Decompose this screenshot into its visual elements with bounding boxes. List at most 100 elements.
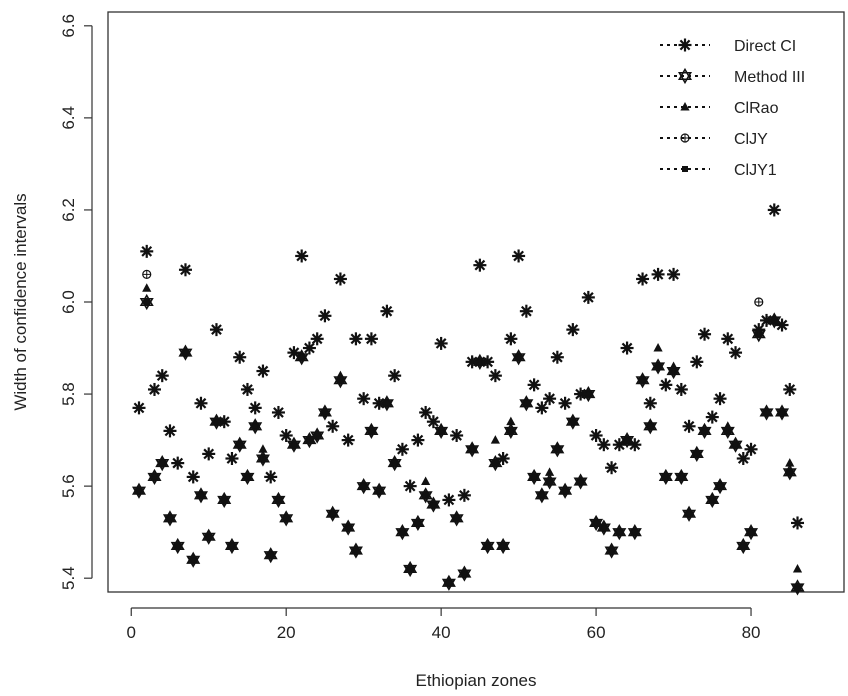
point-asterisk [411,433,425,447]
point-asterisk [775,318,789,332]
point-asterisk [628,438,642,452]
point-star-of-david [581,385,596,403]
point-asterisk [636,272,650,286]
point-star-of-david [620,431,635,449]
point-circle [754,297,764,307]
point-star-of-david [356,478,371,495]
point-asterisk [240,382,254,396]
x-tick-label: 20 [277,623,296,642]
point-asterisk [612,438,626,452]
point-star-of-david [643,418,658,435]
point-asterisk [791,516,805,530]
point-asterisk [395,442,409,456]
legend-label: Direct CI [734,38,796,55]
point-asterisk [481,355,495,369]
y-tick-label: 6.6 [59,14,78,38]
point-star-of-david [201,528,216,545]
point-asterisk [558,396,572,410]
point-asterisk [690,355,704,369]
point-asterisk [233,350,247,364]
point-star-of-david [441,574,456,591]
point-asterisk [163,424,177,438]
point-star-of-david [519,395,534,412]
point-star-of-david [224,537,239,555]
point-star-of-david [279,510,294,527]
point-star-of-david [465,441,480,458]
point-star-of-david [418,487,433,504]
point-asterisk [171,456,185,470]
point-star-of-david [689,445,704,463]
point-star-of-david [155,455,170,472]
point-star-of-david [666,362,681,380]
point-asterisk [651,267,665,281]
point-asterisk [597,438,611,452]
point-asterisk [140,244,154,258]
point-triangle [653,343,663,352]
point-asterisk [543,392,557,406]
point-asterisk [465,355,479,369]
point-star-of-david [573,473,588,490]
point-star-of-david [286,436,301,453]
point-triangle [506,416,516,426]
y-tick-label: 5.8 [59,382,78,406]
point-star-of-david [232,436,247,453]
point-star-of-david [542,473,557,490]
point-asterisk [767,203,781,217]
point-star-of-david [488,455,503,472]
point-asterisk [550,350,564,364]
point-asterisk [705,410,719,424]
point-star-of-david [348,542,363,559]
point-star-of-david [496,537,511,555]
point-asterisk [202,447,216,461]
point-asterisk [713,392,727,406]
point-star-of-david [472,353,487,370]
point-asterisk [380,304,394,318]
point-star-of-david [364,422,379,439]
point-star-of-david [782,464,797,481]
point-asterisk [209,323,223,337]
point-star-of-david [736,537,751,555]
point-star-of-david [767,312,782,329]
point-asterisk [341,433,355,447]
point-star-of-david [387,455,402,472]
point-star-of-david [728,436,743,453]
point-asterisk [279,428,293,442]
point-triangle [258,444,268,453]
point-asterisk [760,313,774,327]
point-star-of-david [503,422,518,439]
point-asterisk [302,341,316,355]
point-triangle [142,283,152,292]
point-star-of-david [744,524,759,541]
point-star-of-david [131,482,147,499]
point-star-of-david [403,560,418,578]
legend-marker-triangle [680,102,690,111]
point-star-of-david [596,519,611,536]
point-star-of-david [139,293,154,311]
point-asterisk [450,428,464,442]
point-star-of-david [395,524,410,541]
x-tick-label: 0 [127,623,136,642]
legend-marker-asterisk [678,38,692,52]
point-star-of-david [705,491,720,509]
legend-label: Method III [734,69,805,86]
point-asterisk [194,396,208,410]
point-asterisk [364,332,378,346]
y-tick-label: 5.6 [59,474,78,498]
point-star-of-david [651,358,666,375]
point-star-of-david [372,482,387,499]
point-star-of-david [527,468,542,486]
y-tick-label: 6.0 [59,290,78,314]
point-star-of-david [310,427,325,444]
point-asterisk [186,470,200,484]
point-asterisk [589,428,603,442]
point-asterisk [566,323,580,337]
point-asterisk [667,267,681,281]
point-star-of-david [193,487,208,504]
point-star-of-david [627,524,642,541]
point-star-of-david [635,372,650,389]
point-asterisk [496,452,510,466]
point-star-of-david [333,372,348,389]
point-asterisk [519,304,533,318]
point-asterisk [488,369,502,383]
point-star-of-david [434,422,449,439]
